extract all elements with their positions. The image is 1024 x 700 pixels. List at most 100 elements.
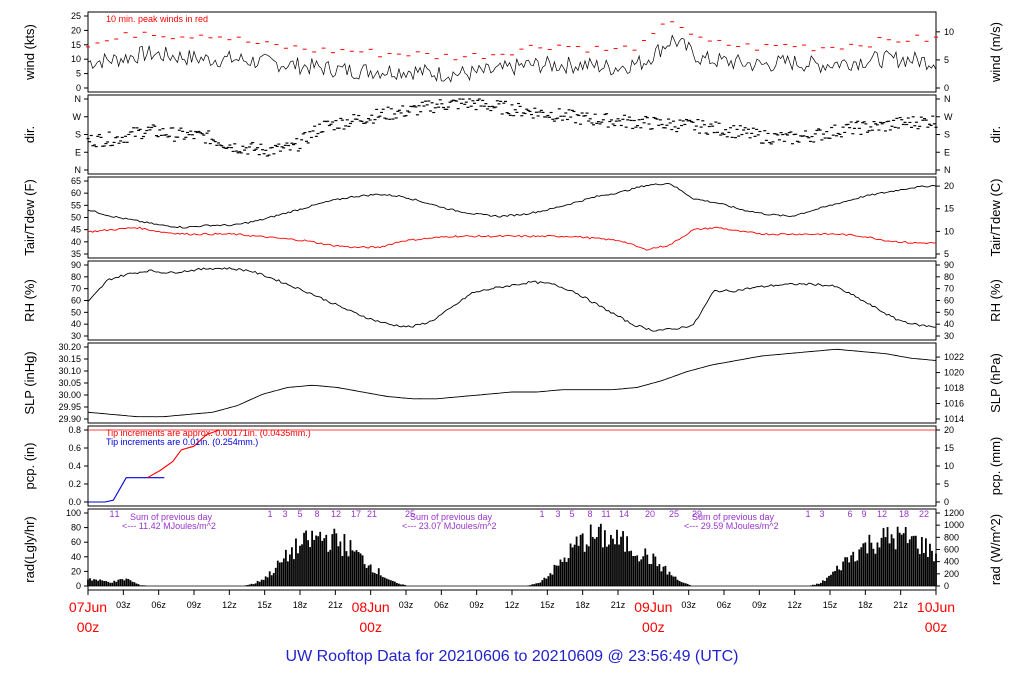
slp-left-tick-label: 30.05 [58,378,81,388]
dir-right-tick-label: E [944,147,950,157]
wind-left-tick-label: 5 [76,69,81,79]
temp-right-tick-label: 15 [944,204,954,214]
date-label: 09Jun [634,599,672,615]
pcp-right-tick-label: 20 [944,425,954,435]
rad-left-tick-label: 100 [66,508,81,518]
rad-right-tick-label: 200 [944,569,959,579]
hour-tick-label: 03z [399,600,414,610]
rad-hour-mark: 1 [109,509,114,519]
rh-right-tick-label: 70 [944,284,954,294]
rad-hour-mark: 12 [877,509,887,519]
temp-left-tick-label: 65 [71,176,81,186]
slp-left-tick-label: 30.10 [58,366,81,376]
slp-left-tick-label: 30.00 [58,390,81,400]
date-hour-label: 00z [77,619,100,635]
pcp-note-red: Tip increments are approx. 0.00171in. (0… [106,428,311,438]
pcp-right-tick-label: 0 [944,497,949,507]
pcp-right-label: pcp. (mm) [988,437,1003,496]
rh-frame [87,260,937,341]
rad-left-tick-label: 0 [76,581,81,591]
slp-left-tick-label: 29.95 [58,402,81,412]
dir-right-tick-label: S [944,130,950,140]
rad-right-tick-label: 400 [944,557,959,567]
temp-right-tick-label: 5 [944,249,949,259]
slp-right-tick-label: 1014 [944,414,964,424]
rh-line [87,266,936,332]
pcp-left-tick-label: 0.0 [68,497,81,507]
rad-hour-mark: 3 [282,509,287,519]
rh-left-tick-label: 60 [71,296,81,306]
wind-left-tick-label: 20 [71,25,81,35]
temp-left-tick-label: 45 [71,225,81,235]
rh-left-tick-label: 70 [71,284,81,294]
rad-hour-mark: 1 [114,509,119,519]
slp-right-tick-label: 1020 [944,368,964,378]
rh-right-tick-label: 50 [944,307,954,317]
pcp-right-tick-label: 10 [944,461,954,471]
rh-right-tick-label: 80 [944,272,954,282]
slp-frame [87,342,937,424]
date-label: 08Jun [352,599,390,615]
rad-hour-mark: 22 [919,509,929,519]
hour-tick-label: 06z [151,600,166,610]
rh-left-tick-label: 30 [71,331,81,341]
peak-wind-note: 10 min. peak winds in red [106,14,208,24]
slp-right-label: SLP (hPa) [988,353,1003,413]
temp-left-tick-label: 35 [71,249,81,259]
hour-tick-label: 21z [893,600,908,610]
rad-hour-mark: 5 [569,509,574,519]
rh-right-tick-label: 60 [944,296,954,306]
pcp-right-tick-label: 5 [944,479,949,489]
rh-left-tick-label: 50 [71,307,81,317]
dir-right-tick-label: N [944,94,951,104]
dir-frame [87,94,937,175]
air-temp-line [87,182,937,229]
pcp-left-label: pcp. (in) [22,443,37,490]
date-hour-label: 00z [359,619,382,635]
dir-left-tick-label: W [73,112,82,122]
rad-hour-mark: 11 [601,509,610,519]
slp-left-tick-label: 29.90 [58,414,81,424]
rad-hour-mark: 5 [297,509,302,519]
hour-tick-label: 18z [575,600,590,610]
hour-tick-label: 12z [222,600,237,610]
rad-hour-mark: 18 [899,509,909,519]
hour-tick-label: 09z [187,600,202,610]
rad-right-tick-label: 800 [944,532,959,542]
hour-tick-label: 03z [116,600,131,610]
pcp-blue-line [88,477,165,503]
rad-hour-mark: 29 [692,509,702,519]
wind-right-tick-label: 10 [944,27,954,37]
hour-tick-label: 21z [611,600,626,610]
hour-tick-label: 18z [858,600,873,610]
rh-right-tick-label: 40 [944,319,954,329]
rad-right-tick-label: 600 [944,545,959,555]
rad-right-label: rad (W/m^2) [988,514,1003,585]
rad-day-note: Sum of previous day [692,512,775,522]
rad-hour-mark: 21 [367,509,377,519]
wind-right-tick-label: 5 [944,55,949,65]
rh-left-tick-label: 40 [71,319,81,329]
rad-hour-mark: 12 [331,509,341,519]
hour-tick-label: 06z [717,600,732,610]
pcp-left-tick-label: 0.4 [68,461,81,471]
rad-day-note: Sum of previous day [130,512,213,522]
wind-left-label: wind (kts) [22,24,37,81]
pcp-red-line [147,429,220,479]
wind-right-label: wind (m/s) [988,22,1003,83]
dewpoint-line [87,226,937,251]
rad-hour-mark: 25 [669,509,679,519]
wind-left-tick-label: 25 [71,11,81,21]
dir-left-tick-label: N [75,94,82,104]
rad-day-note: Sum of previous day [410,512,493,522]
rad-hour-mark: 3 [819,509,824,519]
rad-left-label: rad(Lgly/hr) [22,516,37,582]
date-hour-label: 00z [642,619,665,635]
hour-tick-label: 15z [823,600,838,610]
rad-right-tick-label: 0 [944,581,949,591]
slp-right-tick-label: 1018 [944,383,964,393]
rad-hour-mark: 3 [555,509,560,519]
wind-left-tick-label: 10 [71,54,81,64]
